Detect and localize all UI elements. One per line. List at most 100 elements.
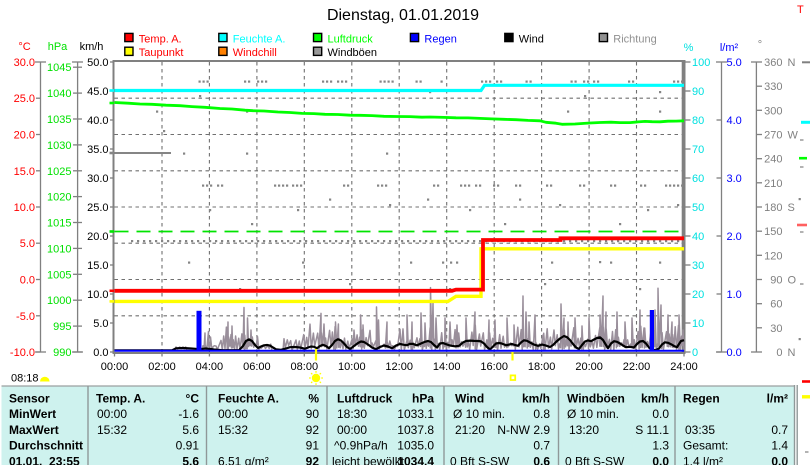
svg-text:Ø 10 min.: Ø 10 min.	[453, 407, 505, 421]
svg-text:20.0: 20.0	[14, 130, 35, 142]
svg-text:50: 50	[692, 202, 704, 214]
svg-text:1045: 1045	[47, 62, 71, 74]
svg-text:5.6: 5.6	[182, 423, 199, 437]
svg-text:1034.4: 1034.4	[397, 454, 434, 465]
svg-text:0: 0	[776, 347, 782, 359]
svg-text:1040: 1040	[47, 88, 71, 100]
svg-text:0.7: 0.7	[533, 439, 550, 453]
svg-text:Wind: Wind	[519, 34, 544, 46]
svg-text:21:20: 21:20	[455, 423, 485, 437]
svg-text:1030: 1030	[47, 140, 71, 152]
svg-text:12:00: 12:00	[385, 361, 413, 373]
svg-text:91: 91	[306, 439, 320, 453]
svg-text:Temp. A.: Temp. A.	[96, 392, 145, 406]
svg-text:Feuchte A.: Feuchte A.	[233, 34, 286, 46]
svg-text:0 Bft S-SW: 0 Bft S-SW	[565, 454, 625, 465]
svg-text:%: %	[308, 392, 319, 406]
svg-text:Gesamt:: Gesamt:	[683, 439, 728, 453]
svg-text:1000: 1000	[47, 295, 71, 307]
svg-text:Richtung: Richtung	[613, 34, 656, 46]
svg-text:°C: °C	[186, 392, 200, 406]
svg-text:Wind: Wind	[455, 392, 484, 406]
svg-text:150: 150	[764, 226, 782, 238]
svg-text:14:00: 14:00	[433, 361, 461, 373]
svg-text:Durchschnitt: Durchschnitt	[9, 439, 83, 453]
svg-text:80: 80	[692, 115, 704, 127]
svg-text:10.0: 10.0	[87, 289, 108, 301]
svg-text:°: °	[758, 39, 762, 51]
svg-text:0.0: 0.0	[652, 454, 669, 465]
svg-text:60: 60	[692, 173, 704, 185]
svg-text:40: 40	[692, 231, 704, 243]
svg-text:MinWert: MinWert	[9, 407, 56, 421]
svg-text:Taupunkt: Taupunkt	[139, 47, 184, 59]
svg-text:N: N	[788, 57, 796, 69]
svg-text:00:00: 00:00	[97, 407, 127, 421]
svg-text:24:00: 24:00	[670, 361, 698, 373]
svg-text:1005: 1005	[47, 269, 71, 281]
svg-text:0: 0	[692, 347, 698, 359]
svg-text:30.0: 30.0	[87, 173, 108, 185]
svg-text:3.0: 3.0	[727, 173, 742, 185]
svg-text:km/h: km/h	[80, 41, 104, 53]
svg-text:60: 60	[770, 299, 782, 311]
svg-text:25.0: 25.0	[87, 202, 108, 214]
svg-text:22:00: 22:00	[623, 361, 651, 373]
svg-text:00:00: 00:00	[218, 407, 248, 421]
svg-text:Windböen: Windböen	[328, 47, 378, 59]
svg-text:hPa: hPa	[48, 41, 68, 53]
svg-text:1.0: 1.0	[727, 289, 742, 301]
svg-text:08:18: 08:18	[11, 373, 39, 385]
svg-text:16:00: 16:00	[480, 361, 508, 373]
svg-text:Ø 10 min.: Ø 10 min.	[567, 407, 619, 421]
svg-text:210: 210	[764, 178, 782, 190]
svg-text:0.7: 0.7	[771, 423, 788, 437]
svg-text:0.0: 0.0	[652, 407, 669, 421]
svg-text:5.0: 5.0	[727, 57, 742, 69]
svg-text:5.0: 5.0	[20, 238, 35, 250]
svg-text:T: T	[797, 4, 804, 16]
svg-text:5.6: 5.6	[182, 454, 199, 465]
svg-text:990: 990	[53, 347, 71, 359]
svg-text:1035: 1035	[47, 114, 71, 126]
svg-text:180: 180	[764, 202, 782, 214]
svg-text:l/m²: l/m²	[720, 42, 739, 54]
svg-text:-1.6: -1.6	[178, 407, 199, 421]
svg-text:Windchill: Windchill	[233, 47, 277, 59]
svg-text:Sensor: Sensor	[9, 392, 50, 406]
svg-text:18:30: 18:30	[337, 407, 367, 421]
svg-text:10: 10	[692, 318, 704, 330]
svg-text:06:00: 06:00	[243, 361, 271, 373]
svg-text:Feuchte A.: Feuchte A.	[218, 392, 279, 406]
svg-text:00:00: 00:00	[337, 423, 367, 437]
svg-text:W: W	[788, 130, 799, 142]
svg-text:O: O	[788, 275, 797, 287]
svg-text:^0.9hPa/h: ^0.9hPa/h	[334, 439, 388, 453]
svg-text:90: 90	[692, 86, 704, 98]
svg-text:995: 995	[53, 321, 71, 333]
svg-text:25.0: 25.0	[14, 93, 35, 105]
svg-text:km/h: km/h	[522, 392, 550, 406]
svg-text:270: 270	[764, 130, 782, 142]
svg-text:1025: 1025	[47, 166, 71, 178]
svg-text:1.3: 1.3	[652, 439, 669, 453]
svg-text:70: 70	[692, 144, 704, 156]
svg-text:18:00: 18:00	[528, 361, 556, 373]
svg-text:-10.0: -10.0	[10, 347, 35, 359]
svg-text:13:20: 13:20	[569, 423, 599, 437]
svg-text:Regen: Regen	[683, 392, 720, 406]
svg-text:15.0: 15.0	[14, 166, 35, 178]
svg-text:%: %	[684, 42, 694, 54]
svg-text:15:32: 15:32	[218, 423, 248, 437]
svg-text:Luftdruck: Luftdruck	[328, 34, 374, 46]
svg-text:1.4 l/m²: 1.4 l/m²	[683, 454, 723, 465]
svg-text:Regen: Regen	[424, 34, 456, 46]
svg-text:MaxWert: MaxWert	[9, 423, 59, 437]
svg-text:Windböen: Windböen	[567, 392, 625, 406]
svg-text:30.0: 30.0	[14, 57, 35, 69]
svg-text:2.0: 2.0	[727, 231, 742, 243]
svg-text:300: 300	[764, 105, 782, 117]
svg-text:35.0: 35.0	[87, 144, 108, 156]
svg-text:360: 360	[764, 57, 782, 69]
svg-text:0.6: 0.6	[533, 454, 550, 465]
